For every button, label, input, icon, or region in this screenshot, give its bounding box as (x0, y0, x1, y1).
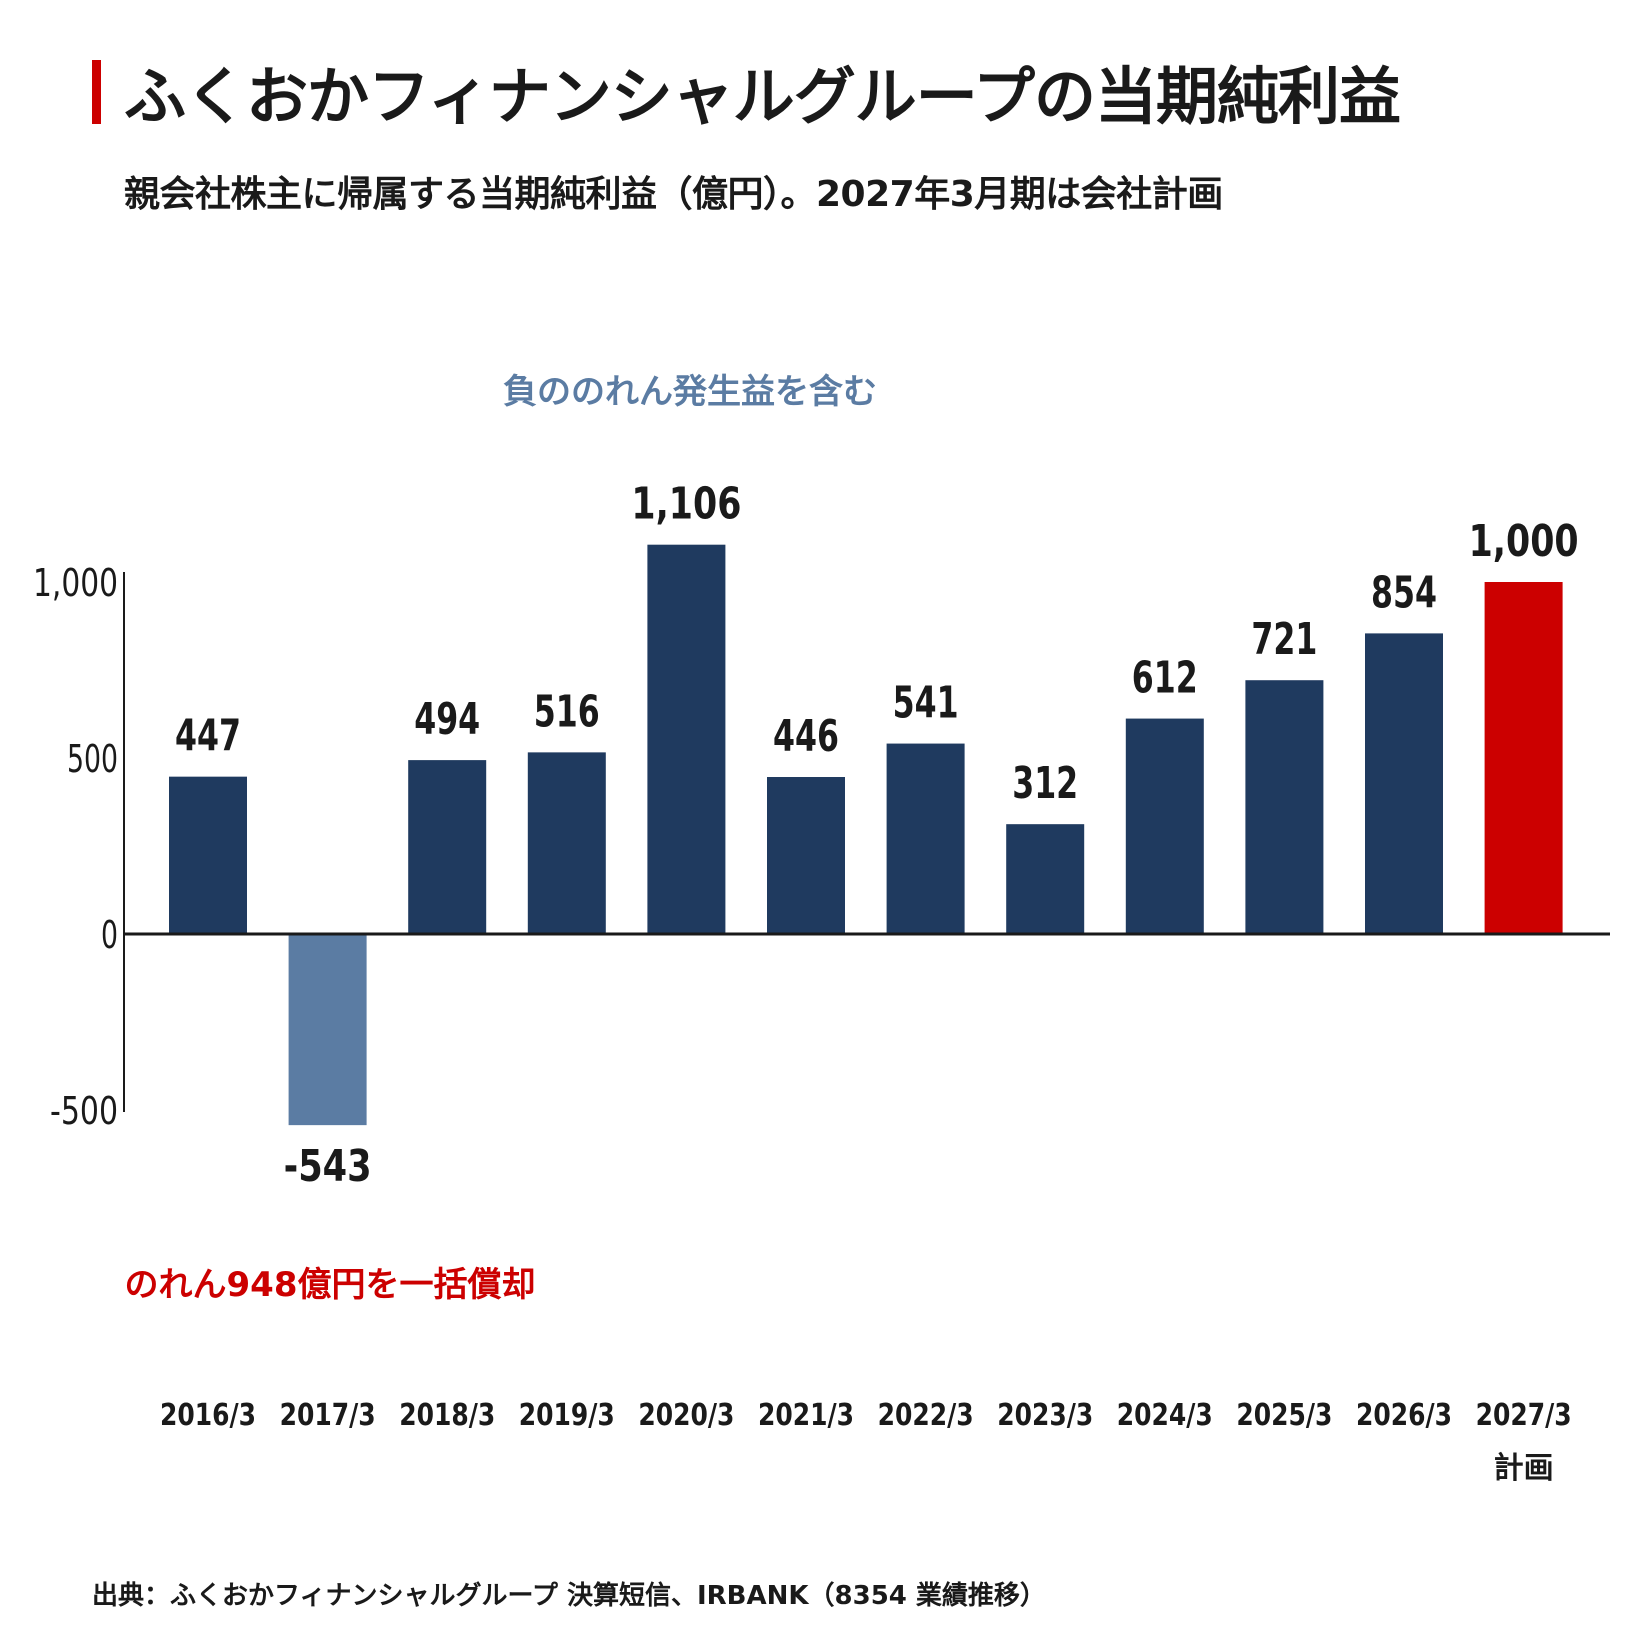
bar (288, 934, 367, 1126)
x-tick-label: 2023/3 (997, 1398, 1093, 1433)
x-tick-sublabel: 計画 (1494, 1451, 1554, 1486)
data-label: -543 (284, 1141, 372, 1192)
data-label: 447 (175, 711, 241, 762)
x-tick-label: 2022/3 (878, 1398, 974, 1433)
data-label: 1,000 (1469, 516, 1579, 567)
x-tick-label: 2020/3 (638, 1398, 734, 1433)
bar (647, 544, 726, 934)
x-tick-label: 2016/3 (160, 1398, 256, 1433)
bar (1245, 680, 1324, 934)
data-label: 854 (1371, 567, 1437, 618)
bar (1125, 718, 1204, 934)
x-tick-label: 2024/3 (1117, 1398, 1213, 1433)
bar (408, 760, 487, 934)
x-tick-label: 2019/3 (519, 1398, 615, 1433)
x-tick-label: 2017/3 (280, 1398, 376, 1433)
data-label: 516 (534, 686, 600, 737)
x-tick-label: 2027/3 (1476, 1398, 1572, 1433)
data-label: 612 (1132, 653, 1198, 704)
bar (1484, 582, 1563, 934)
chart-title: ふくおかフィナンシャルグループの当期純利益 (124, 60, 1401, 133)
x-tick-label: 2025/3 (1236, 1398, 1332, 1433)
bar (767, 777, 845, 934)
chart-subtitle: 親会社株主に帰属する当期純利益（億円）。2027年3月期は会社計画 (124, 174, 1223, 215)
data-label: 494 (414, 694, 480, 745)
data-label: 721 (1251, 614, 1317, 665)
data-label: 1,106 (631, 479, 741, 530)
bar (1365, 633, 1443, 934)
y-tick-label: 1,000 (33, 561, 118, 605)
x-tick-label: 2018/3 (399, 1398, 495, 1433)
annotation-negative-goodwill-gain: 負ののれん発生益を含む (503, 372, 877, 412)
x-tick-label: 2026/3 (1356, 1398, 1452, 1433)
data-label: 541 (893, 678, 959, 729)
title-accent-bar (92, 60, 101, 124)
annotation-goodwill-writeoff: のれん948億円を一括償却 (125, 1265, 536, 1305)
source-note: 出典：ふくおかフィナンシャルグループ 決算短信、IRBANK（8354 業績推移… (92, 1581, 1046, 1611)
y-tick-label: 0 (101, 913, 118, 957)
bar (169, 776, 247, 934)
bar (527, 752, 606, 934)
data-label: 312 (1012, 758, 1078, 809)
y-tick-label: 500 (67, 737, 118, 781)
data-label: 446 (773, 711, 839, 762)
y-tick-label: -500 (50, 1089, 118, 1133)
bar (886, 743, 965, 934)
x-tick-label: 2021/3 (758, 1398, 854, 1433)
bar (1006, 824, 1085, 934)
